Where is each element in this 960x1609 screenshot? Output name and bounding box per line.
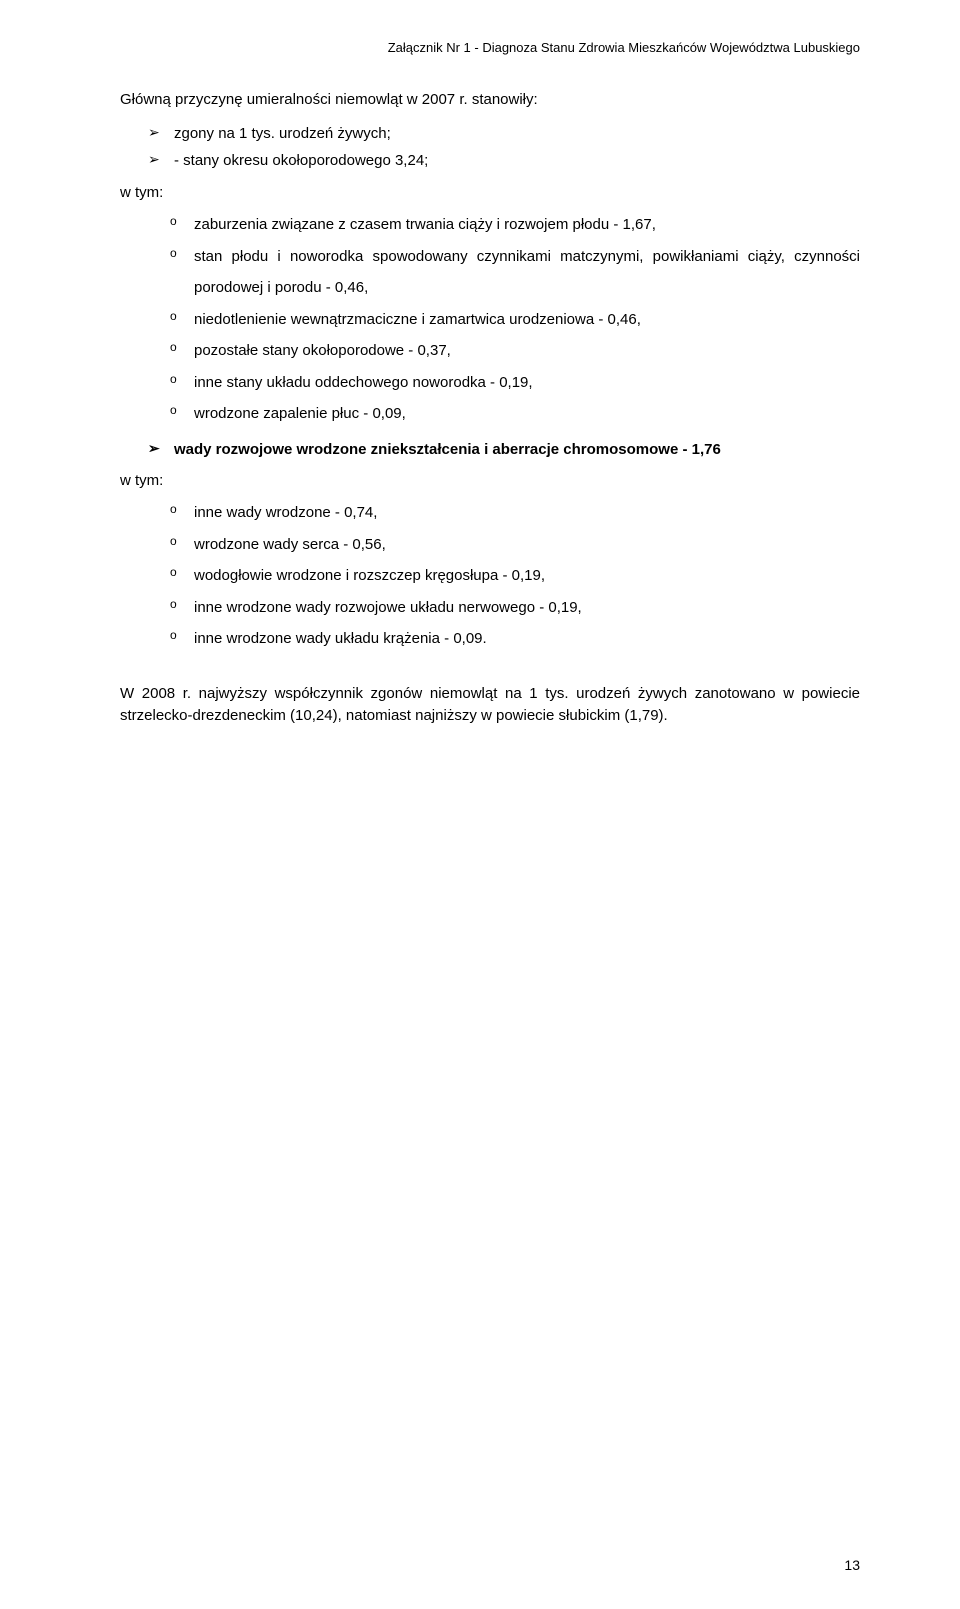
list-item: inne wrodzone wady rozwojowe układu nerw… [194, 592, 860, 624]
list-item: inne wrodzone wady układu krążenia - 0,0… [194, 623, 860, 655]
list-item: wodogłowie wrodzone i rozszczep kręgosłu… [194, 560, 860, 592]
list-level1-b: wady rozwojowe wrodzone zniekształcenia … [120, 436, 860, 464]
list-item: niedotlenienie wewnątrzmaciczne i zamart… [194, 304, 860, 336]
list-item: wrodzone zapalenie płuc - 0,09, [194, 398, 860, 430]
list-item: - stany okresu okołoporodowego 3,24; [174, 147, 860, 175]
header-title: Załącznik Nr 1 - Diagnoza Stanu Zdrowia … [120, 40, 860, 55]
list-level1-a: zgony na 1 tys. urodzeń żywych; - stany … [120, 120, 860, 176]
intro-paragraph: Główną przyczynę umieralności niemowląt … [120, 89, 860, 112]
list-item: stan płodu i noworodka spowodowany czynn… [194, 241, 860, 304]
closing-paragraph: W 2008 r. najwyższy współczynnik zgonów … [120, 683, 860, 728]
list-level2-a: zaburzenia związane z czasem trwania cią… [120, 209, 860, 430]
list-item: wrodzone wady serca - 0,56, [194, 529, 860, 561]
list-item: zgony na 1 tys. urodzeń żywych; [174, 120, 860, 148]
list-level2-b: inne wady wrodzone - 0,74, wrodzone wady… [120, 497, 860, 655]
w-tym-label: w tym: [120, 469, 860, 493]
page-number: 13 [844, 1557, 860, 1573]
w-tym-label: w tym: [120, 181, 860, 205]
list-item: inne wady wrodzone - 0,74, [194, 497, 860, 529]
list-item: zaburzenia związane z czasem trwania cią… [194, 209, 860, 241]
list-item: pozostałe stany okołoporodowe - 0,37, [194, 335, 860, 367]
list-item-bold: wady rozwojowe wrodzone zniekształcenia … [174, 436, 860, 464]
list-item: inne stany układu oddechowego noworodka … [194, 367, 860, 399]
